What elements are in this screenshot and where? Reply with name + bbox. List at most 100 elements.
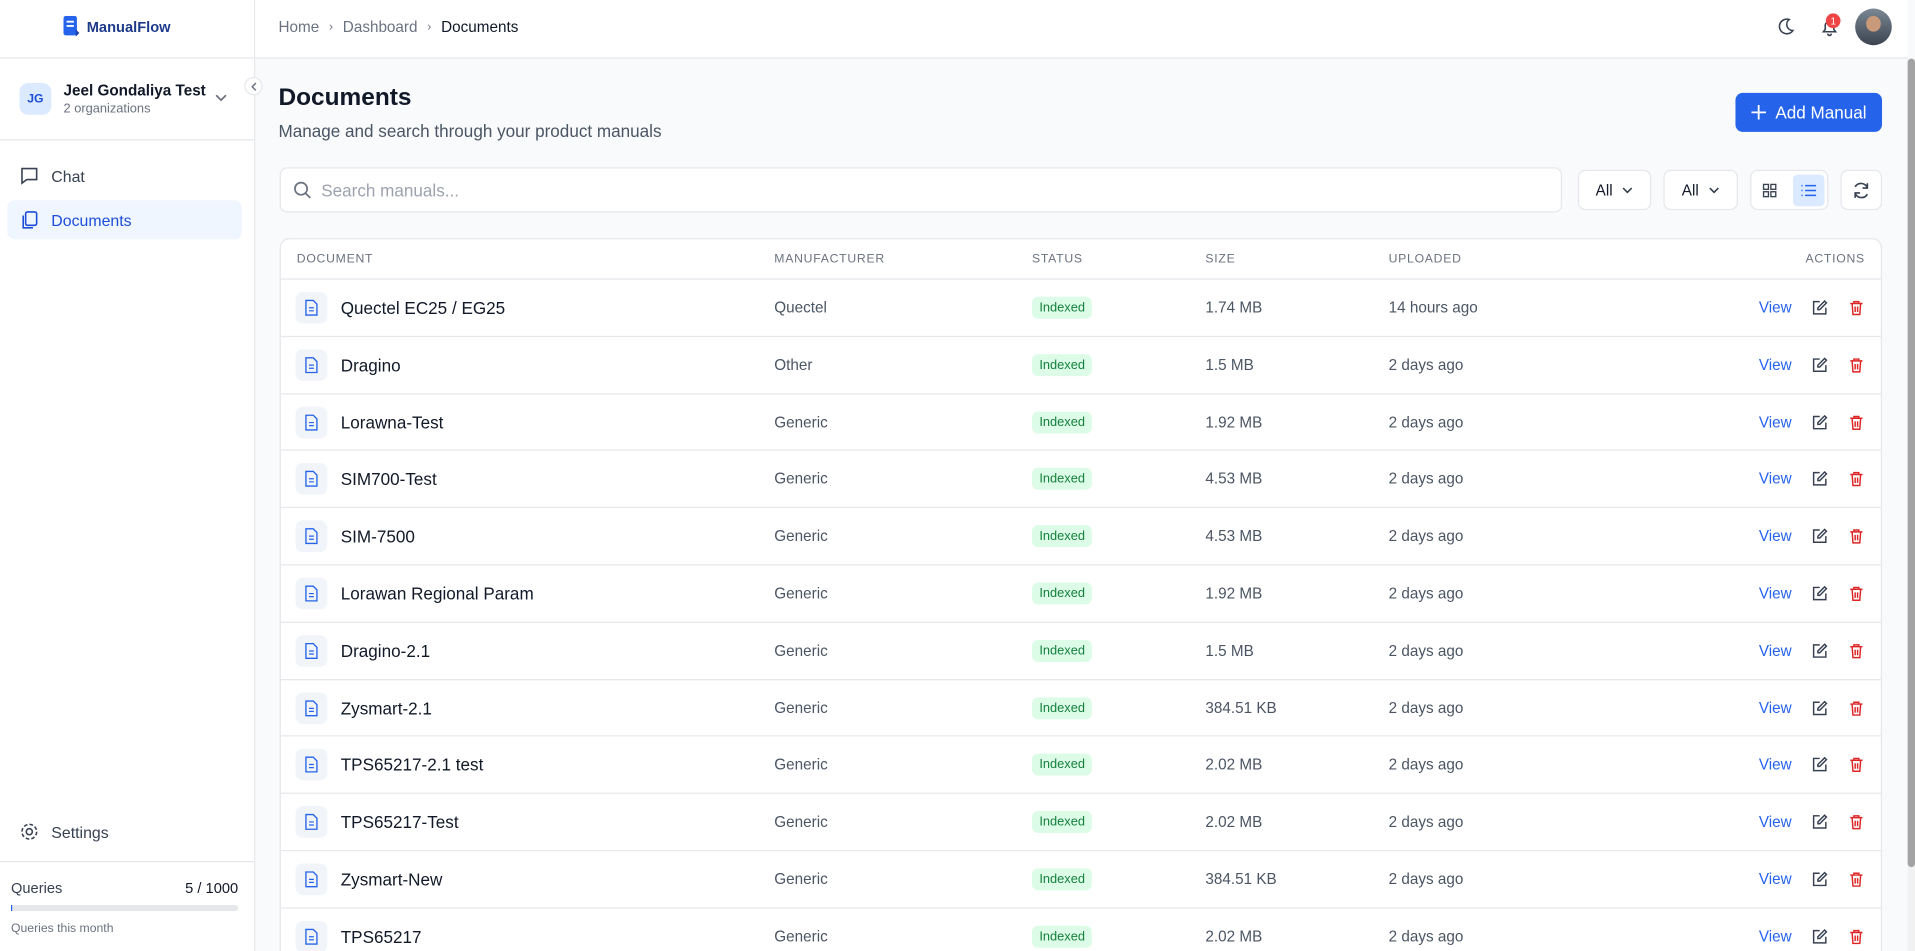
delete-button[interactable]	[1848, 356, 1865, 373]
delete-button[interactable]	[1848, 814, 1865, 831]
user-name[interactable]: Jeel Gondaliya Test	[63, 81, 206, 99]
view-link[interactable]: View	[1758, 642, 1792, 660]
view-link[interactable]: View	[1758, 356, 1792, 374]
edit-icon[interactable]	[1811, 642, 1828, 659]
document-name[interactable]: Quectel EC25 / EG25	[340, 297, 506, 318]
refresh-button[interactable]	[1840, 169, 1883, 211]
edit-button[interactable]	[1811, 642, 1828, 659]
document-name[interactable]: Zysmart-New	[340, 869, 443, 890]
grid-view[interactable]	[1754, 174, 1786, 206]
table-row[interactable]: Zysmart-2.1 Generic Indexed 384.51 KB 2 days…	[280, 678, 1881, 736]
delete-icon[interactable]	[1848, 585, 1865, 602]
table-row[interactable]: Lorawna-Test Generic Indexed 1.92 MB 2 days …	[280, 392, 1881, 450]
edit-icon[interactable]	[1811, 928, 1828, 945]
delete-button[interactable]	[1848, 299, 1865, 316]
delete-icon[interactable]	[1848, 471, 1865, 488]
document-name[interactable]: Zysmart-2.1	[340, 698, 432, 718]
document-name[interactable]: Lorawna-Test	[340, 412, 444, 432]
delete-icon[interactable]	[1848, 414, 1865, 431]
add-manual-button[interactable]: Add Manual	[1735, 92, 1883, 132]
delete-icon[interactable]	[1848, 642, 1865, 659]
delete-icon[interactable]	[1848, 871, 1865, 888]
view-link[interactable]: View	[1758, 527, 1792, 545]
edit-icon[interactable]	[1811, 528, 1828, 545]
delete-button[interactable]	[1848, 585, 1865, 602]
delete-button[interactable]	[1848, 642, 1865, 659]
delete-icon[interactable]	[1848, 356, 1865, 373]
edit-button[interactable]	[1811, 414, 1828, 431]
view-link[interactable]: View	[1758, 927, 1792, 946]
edit-icon[interactable]	[1811, 471, 1828, 488]
view-link[interactable]: View	[1758, 813, 1792, 831]
scroll-thumb[interactable]	[1907, 58, 1915, 868]
edit-icon[interactable]	[1811, 756, 1828, 773]
table-row[interactable]: Quectel EC25 / EG25 Quectel Indexed 1.74 MB…	[280, 278, 1881, 335]
table-row[interactable]: TPS65217-Test Generic Indexed 2.02 MB 2 days…	[280, 792, 1881, 850]
edit-button[interactable]	[1811, 585, 1828, 602]
crumb[interactable]: Dashboard	[342, 18, 418, 36]
table-row[interactable]: Dragino Other Indexed 1.5 MB 2 days ago View	[280, 335, 1881, 393]
table-row[interactable]: Zysmart-New Generic Indexed 384.51 KB 2 days…	[280, 850, 1881, 907]
delete-icon[interactable]	[1848, 928, 1865, 945]
table-row[interactable]: SIM-7500 Generic Indexed 4.53 MB 2 days ago V…	[280, 507, 1881, 564]
theme-toggle[interactable]	[1776, 17, 1796, 37]
edit-icon[interactable]	[1811, 871, 1828, 888]
edit-icon[interactable]	[1811, 299, 1828, 316]
chevron[interactable]	[215, 93, 227, 103]
edit-button[interactable]	[1811, 756, 1828, 773]
table-row[interactable]: TPS65217-2.1 test Generic Indexed 2.02 MB 2 …	[280, 735, 1881, 793]
nav-chat[interactable]: Chat	[7, 156, 241, 195]
delete-button[interactable]	[1848, 699, 1865, 716]
edit-button[interactable]	[1811, 528, 1828, 545]
view-link[interactable]: View	[1758, 756, 1792, 774]
table-row[interactable]: TPS65217 Generic Indexed 2.02 MB 2 days ago V…	[280, 907, 1881, 951]
edit-icon[interactable]	[1811, 814, 1828, 831]
scrollbar[interactable]	[1907, 58, 1915, 951]
document-name[interactable]: TPS65217	[340, 926, 422, 947]
edit-button[interactable]	[1811, 871, 1828, 888]
edit-icon[interactable]	[1811, 414, 1828, 431]
filter[interactable]: All	[1663, 169, 1738, 211]
view-toggle[interactable]	[1750, 169, 1829, 211]
view-link[interactable]: View	[1758, 299, 1792, 317]
delete-button[interactable]	[1848, 471, 1865, 488]
table-row[interactable]: Dragino-2.1 Generic Indexed 1.5 MB 2 days ag…	[280, 621, 1881, 678]
nav-documents[interactable]: Documents	[7, 200, 242, 240]
delete-button[interactable]	[1848, 756, 1865, 773]
document-name[interactable]: SIM700-Test	[340, 469, 437, 489]
view-link[interactable]: View	[1758, 870, 1792, 888]
view-link[interactable]: View	[1758, 585, 1792, 603]
document-name[interactable]: TPS65217-Test	[340, 812, 459, 832]
nav-settings[interactable]: Settings	[7, 812, 241, 851]
search-box[interactable]: Search manuals...	[279, 167, 1563, 213]
document-name[interactable]: SIM-7500	[340, 526, 415, 547]
table-row[interactable]: Lorawan Regional Param Generic Indexed 1.92…	[280, 564, 1881, 621]
document-name[interactable]: TPS65217-2.1 test	[340, 755, 484, 775]
edit-button[interactable]	[1811, 299, 1828, 316]
filter[interactable]: All	[1577, 169, 1652, 211]
edit-icon[interactable]	[1811, 356, 1828, 373]
crumb[interactable]: Home	[278, 18, 320, 36]
delete-button[interactable]	[1848, 414, 1865, 431]
view-link[interactable]: View	[1758, 699, 1792, 717]
user-avatar[interactable]	[1855, 8, 1892, 46]
delete-icon[interactable]	[1848, 699, 1865, 716]
edit-button[interactable]	[1811, 699, 1828, 716]
table-row[interactable]: SIM700-Test Generic Indexed 4.53 MB 2 days a…	[280, 449, 1881, 507]
view-link[interactable]: View	[1758, 470, 1792, 488]
delete-icon[interactable]	[1848, 814, 1865, 831]
document-name[interactable]: Dragino	[340, 355, 401, 375]
delete-icon[interactable]	[1848, 299, 1865, 316]
edit-icon[interactable]	[1811, 699, 1828, 716]
delete-button[interactable]	[1848, 528, 1865, 545]
document-name[interactable]: Dragino-2.1	[340, 640, 431, 661]
delete-button[interactable]	[1848, 871, 1865, 888]
edit-button[interactable]	[1811, 814, 1828, 831]
edit-button[interactable]	[1811, 356, 1828, 373]
list-view[interactable]	[1792, 174, 1825, 206]
view-link[interactable]: View	[1758, 413, 1792, 431]
edit-icon[interactable]	[1811, 585, 1828, 602]
delete-icon[interactable]	[1848, 756, 1865, 773]
document-name[interactable]: Lorawan Regional Param	[340, 583, 534, 604]
delete-icon[interactable]	[1848, 528, 1865, 545]
